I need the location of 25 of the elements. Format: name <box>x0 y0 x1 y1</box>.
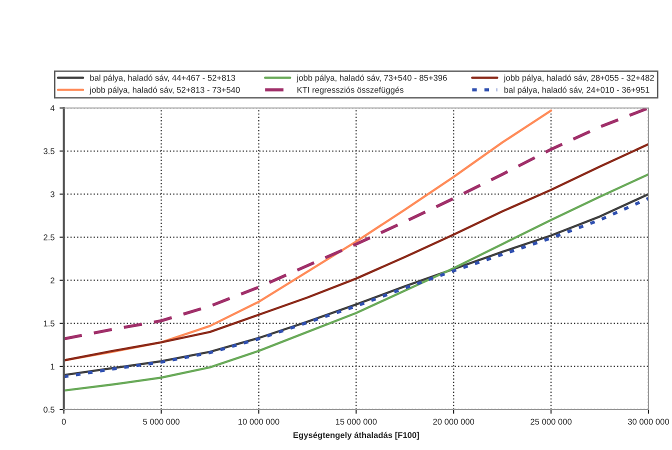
legend-label: bal pálya, haladó sáv, 44+467 - 52+813 <box>90 74 236 82</box>
x-tick-label: 5 000 000 <box>143 418 180 425</box>
x-tick-label: 20 000 000 <box>433 418 474 425</box>
y-tick-label: 0.5 <box>44 406 54 413</box>
y-tick-label: 2 <box>50 277 54 284</box>
x-tick-label: 25 000 000 <box>530 418 572 425</box>
legend-label: bal pálya, haladó sáv, 24+010 - 36+951 <box>504 86 650 94</box>
line-series <box>64 109 552 362</box>
y-tick-label: 3.5 <box>44 148 54 154</box>
legend-label: jobb pálya, haladó sáv, 73+540 - 85+396 <box>296 74 447 82</box>
y-tick-label: 4 <box>50 105 55 112</box>
y-tick-label: 3 <box>50 191 54 198</box>
line-series <box>64 143 648 362</box>
x-axis-title: Egységtengely áthaladás [F100] <box>294 432 419 440</box>
legend-label: KTI regressziós összefüggés <box>297 86 404 94</box>
x-tick-label: 30 000 000 <box>628 418 670 425</box>
x-tick-label: 15 000 000 <box>336 418 377 425</box>
x-tick-label: 0 <box>62 418 66 425</box>
y-tick-label: 1.5 <box>44 320 54 326</box>
line-series <box>64 173 648 392</box>
y-tick-label: 2.5 <box>44 234 54 240</box>
legend-label: jobb pálya, haladó sáv, 52+813 - 73+540 <box>89 86 240 94</box>
y-tick-label: 1 <box>50 364 54 370</box>
x-tick-label: 10 000 000 <box>238 418 280 425</box>
legend-label: jobb pálya, haladó sáv, 28+055 - 32+482 <box>504 74 654 82</box>
